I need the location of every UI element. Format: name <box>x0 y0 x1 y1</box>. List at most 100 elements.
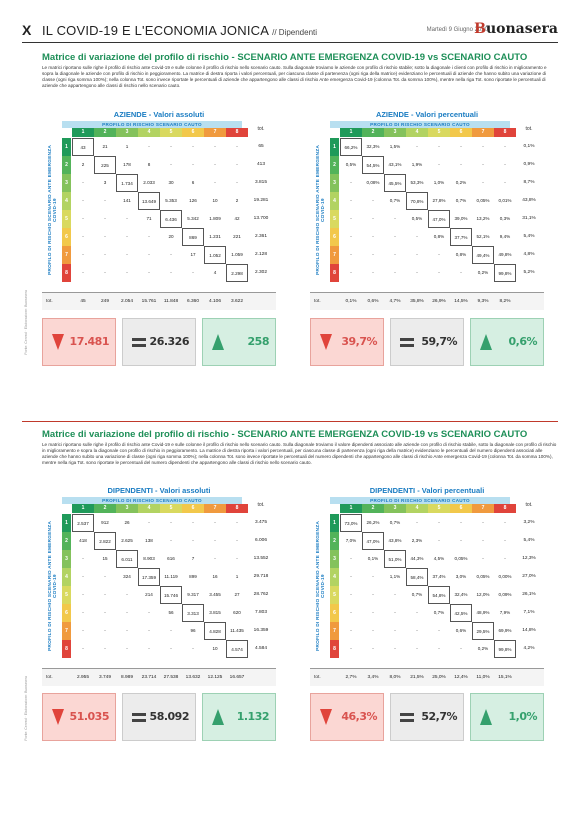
row-total: 7.803 <box>254 610 267 615</box>
column-total: 12.125 <box>207 675 223 680</box>
class-row-header: 2 <box>330 156 339 174</box>
summary-value: 17.481 <box>69 335 110 348</box>
class-col-header: 4 <box>406 128 428 137</box>
matrix-cell: - <box>148 646 150 651</box>
row-total: 43,8% <box>522 198 536 203</box>
class-row-header: 1 <box>62 138 71 156</box>
class-row-header: 8 <box>330 640 339 658</box>
matrix-cell: 58,4% <box>406 568 428 586</box>
matrix-cell: - <box>438 646 440 651</box>
matrix-cell: 73,0% <box>340 514 362 532</box>
column-total: 2.054 <box>120 299 133 304</box>
class-col-header: 8 <box>226 128 248 137</box>
matrix-cell: - <box>170 520 172 525</box>
matrix-cell: 0,6% <box>455 628 467 633</box>
matrix-cell: - <box>82 628 84 633</box>
matrix-panel-right: DIPENDENTI - Valori percentuali PROFILO D… <box>310 486 544 686</box>
summary-value: 26.326 <box>149 335 190 348</box>
total-header: tot. <box>257 126 265 132</box>
matrix-cell: 17.359 <box>138 568 160 586</box>
matrix-cell: - <box>350 610 352 615</box>
matrix-cell: - <box>394 270 396 275</box>
matrix-cell: - <box>104 628 106 633</box>
matrix-cell: - <box>236 144 238 149</box>
class-col-header: 1 <box>340 504 362 513</box>
matrix-cell: - <box>148 234 150 239</box>
class-row-header: 3 <box>330 550 339 568</box>
matrix-cell: 13,2% <box>476 216 490 221</box>
profile-header: PROFILO DI RISCHIO SCENARIO CAUTO <box>330 121 510 128</box>
summary-box-red: 51.035 <box>42 693 116 741</box>
matrix-cell: - <box>214 538 216 543</box>
matrix-cell: 26,2% <box>366 520 380 525</box>
matrix-cell: 0,05% <box>454 556 468 561</box>
row-total: 7,1% <box>523 610 535 615</box>
matrix-cell: 9.317 <box>187 592 199 597</box>
section-title: Matrice di variazione del profilo di ris… <box>42 52 528 63</box>
matrix-cell: - <box>372 610 374 615</box>
matrix-cell: 54,8% <box>428 586 450 604</box>
matrix-cell: - <box>148 270 150 275</box>
matrix-cell: 15.746 <box>160 586 182 604</box>
section-aziende: Matrice di variazione del profilo di ris… <box>42 52 558 89</box>
matrix-cell: 1,9% <box>411 162 423 167</box>
class-row-header: 3 <box>330 174 339 192</box>
matrix-cell: 4 <box>213 270 217 275</box>
class-col-header: 7 <box>204 504 226 513</box>
matrix-cell: - <box>438 538 440 543</box>
up-arrow-icon <box>211 333 225 356</box>
matrix-cell: 47,0% <box>428 210 450 228</box>
matrix-cell: - <box>350 180 352 185</box>
matrix-cell: - <box>482 180 484 185</box>
matrix-cell: 214 <box>145 592 153 597</box>
matrix-cell: - <box>416 252 418 257</box>
matrix-cell: 49,8% <box>498 252 512 257</box>
class-col-header: 6 <box>182 504 204 513</box>
class-col-header: 2 <box>94 128 116 137</box>
matrix-cell: 32,3% <box>366 144 380 149</box>
matrix-cell: - <box>350 628 352 633</box>
matrix-cell: 869 <box>182 228 204 246</box>
matrix-cell: - <box>192 162 194 167</box>
matrix-cell: 1 <box>235 574 239 579</box>
row-total: 13.552 <box>253 556 269 561</box>
class-row-header: 3 <box>62 550 71 568</box>
matrix-cell: 3.455 <box>209 592 221 597</box>
matrix-cell: 2 <box>235 198 239 203</box>
row-total: 29.718 <box>253 574 269 579</box>
matrix-cell: - <box>372 628 374 633</box>
row-total: 26,1% <box>522 592 536 597</box>
matrix-cell: - <box>148 144 150 149</box>
total-label: tot. <box>46 299 53 304</box>
matrix-cell: - <box>394 592 396 597</box>
section-description: Le matrici riportano sulle righe il prof… <box>42 442 557 465</box>
matrix-cell: - <box>236 556 238 561</box>
matrix-cell: - <box>192 520 194 525</box>
class-col-header: 3 <box>384 128 406 137</box>
matrix-cell: 13.649 <box>138 192 160 210</box>
class-row-header: 5 <box>330 210 339 228</box>
class-row-header: 4 <box>330 192 339 210</box>
matrix-cell: 616 <box>167 556 175 561</box>
summary-value: 1.132 <box>236 710 270 723</box>
matrix-cell: - <box>394 628 396 633</box>
summary-box-grey: 59,7% <box>390 318 464 366</box>
matrix-cell: 0,7% <box>389 198 401 203</box>
matrix-cell: 48,9% <box>476 610 490 615</box>
page-subtitle: // Dipendenti <box>272 28 318 37</box>
matrix-cell: 42 <box>234 216 240 221</box>
class-col-header: 2 <box>94 504 116 513</box>
column-total: 4.106 <box>208 299 221 304</box>
summary-value: 58.092 <box>149 710 190 723</box>
total-label: tot. <box>314 675 321 680</box>
matrix-cell: 11.119 <box>164 574 178 579</box>
matrix-cell: 6.011 <box>116 550 138 568</box>
matrix-cell: - <box>214 520 216 525</box>
page-letter: X <box>22 22 32 38</box>
matrix-cell: 27 <box>234 592 240 597</box>
matrix-cell: - <box>126 592 128 597</box>
matrix-cell: 99,8% <box>494 640 516 658</box>
matrix-cell: - <box>104 234 106 239</box>
column-total: 15.761 <box>141 299 157 304</box>
matrix-cell: - <box>482 144 484 149</box>
